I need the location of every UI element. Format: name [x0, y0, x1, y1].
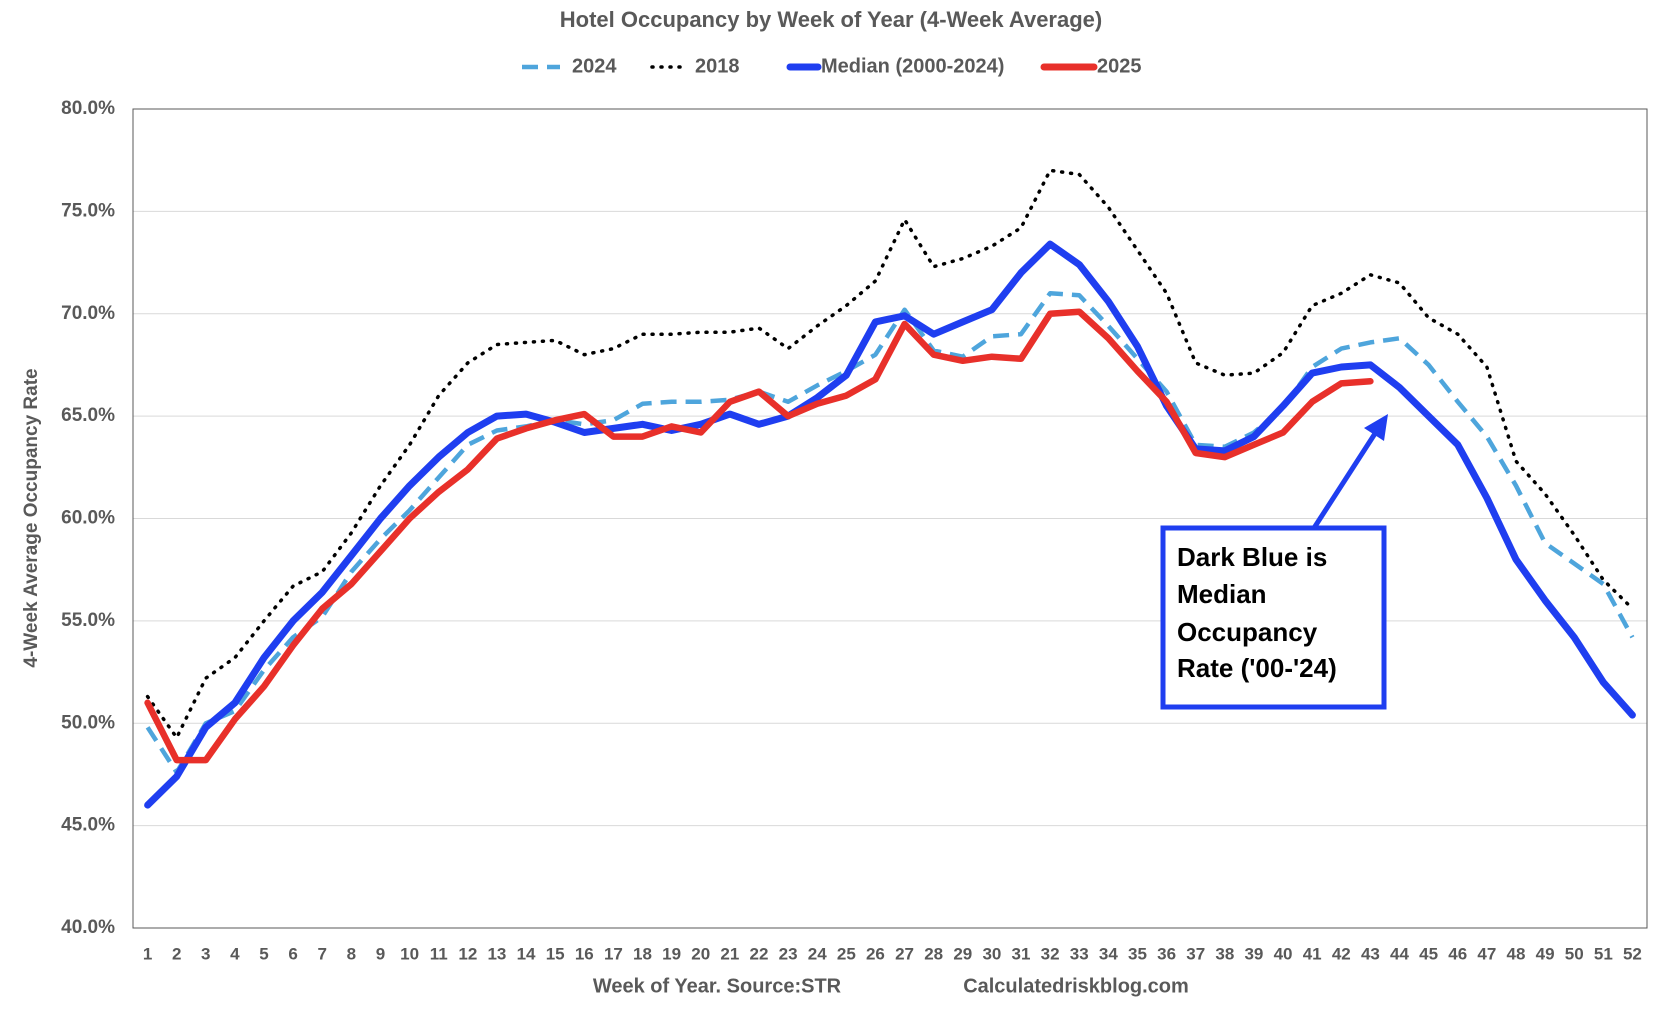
series-line — [144, 240, 1636, 809]
series-line — [145, 168, 1635, 740]
legend-label: 2024 — [572, 55, 617, 77]
x-tick-label: 19 — [662, 944, 681, 963]
y-tick-label: 65.0% — [61, 405, 115, 426]
arrow-shaft — [1311, 430, 1379, 530]
annotation-box — [1160, 525, 1387, 710]
x-tick-label: 30 — [982, 944, 1001, 963]
x-tick-label: 41 — [1303, 944, 1322, 963]
x-tick-label: 9 — [376, 944, 385, 963]
x-tick-label: 21 — [720, 944, 739, 963]
series-line — [144, 308, 1374, 764]
lines — [144, 168, 1636, 809]
x-tick-label: 45 — [1419, 944, 1438, 963]
x-tick-label: 44 — [1390, 944, 1409, 963]
x-tick-label: 42 — [1332, 944, 1351, 963]
grid: 40.0% 45.0% 50.0% 55.0% 60.0% 65.0% 70.0% 75.0%… — [61, 98, 1648, 963]
x-tick-label: 2 — [172, 944, 181, 963]
x-tick-label: 18 — [633, 944, 652, 963]
x-tick-label: 40 — [1274, 944, 1293, 963]
chart-title: Hotel Occupancy by Week of Year (4-Week … — [560, 7, 1102, 32]
x-tick-label: 50 — [1565, 944, 1584, 963]
x-tick-label: 16 — [575, 944, 594, 963]
y-axis-label: 4-Week Average Occupancy Rate — [21, 368, 42, 667]
x-tick-label: 33 — [1070, 944, 1089, 963]
x-tick-label: 24 — [808, 944, 827, 963]
annotation-text: Occupancy — [1177, 617, 1318, 647]
x-tick-label: 52 — [1623, 944, 1642, 963]
x-tick-label: 17 — [604, 944, 623, 963]
annotation-text: Rate ('00-'24) — [1177, 653, 1337, 683]
legend-label: 2025 — [1097, 55, 1142, 77]
x-tick-label: 38 — [1215, 944, 1234, 963]
x-tick-label: 15 — [546, 944, 565, 963]
x-tick-label: 48 — [1507, 944, 1526, 963]
x-tick-label: 5 — [259, 944, 268, 963]
x-tick-label: 26 — [866, 944, 885, 963]
y-tick-label: 80.0% — [61, 98, 115, 119]
x-tick-label: 10 — [400, 944, 419, 963]
x-tick-label: 39 — [1244, 944, 1263, 963]
x-tick-label: 13 — [487, 944, 506, 963]
x-tick-label: 43 — [1361, 944, 1380, 963]
x-tick-label: 46 — [1448, 944, 1467, 963]
legend: 2024 2018 Median (2000-2024) 2025 — [522, 55, 1142, 77]
x-tick-label: 11 — [430, 944, 448, 963]
x-tick-label: 34 — [1099, 944, 1118, 963]
y-tick-label: 70.0% — [61, 303, 115, 324]
y-tick-label: 45.0% — [61, 815, 115, 836]
x-tick-label: 22 — [750, 944, 769, 963]
x-tick-label: 31 — [1012, 944, 1031, 963]
x-tick-label: 47 — [1477, 944, 1496, 963]
x-tick-label: 12 — [458, 944, 477, 963]
x-tick-label: 28 — [924, 944, 943, 963]
x-tick-label: 4 — [230, 944, 240, 963]
x-tick-label: 20 — [691, 944, 710, 963]
x-tick-label: 14 — [517, 944, 536, 963]
y-tick-label: 40.0% — [61, 917, 115, 938]
annotation-text: Dark Blue is — [1177, 542, 1327, 572]
x-tick-label: 23 — [779, 944, 798, 963]
x-tick-label: 35 — [1128, 944, 1147, 963]
x-tick-label: 8 — [347, 944, 356, 963]
plot-border — [132, 108, 1648, 929]
y-tick-label: 60.0% — [61, 508, 115, 529]
x-tick-label: 32 — [1041, 944, 1060, 963]
annotation-text: Median — [1177, 579, 1267, 609]
y-tick-label: 55.0% — [61, 610, 115, 631]
x-tick-label: 25 — [837, 944, 856, 963]
legend-label: 2018 — [695, 55, 740, 77]
x-tick-label: 49 — [1536, 944, 1555, 963]
x-tick-label: 37 — [1186, 944, 1205, 963]
source-note: Calculatedriskblog.com — [963, 975, 1189, 997]
x-tick-label: 29 — [953, 944, 972, 963]
arrow-head — [1364, 414, 1388, 441]
x-tick-label: 3 — [201, 944, 210, 963]
series-line — [145, 291, 1635, 775]
legend-label: Median (2000-2024) — [821, 55, 1004, 77]
x-tick-label: 51 — [1594, 944, 1613, 963]
x-tick-label: 1 — [143, 944, 152, 963]
x-tick-label: 6 — [288, 944, 297, 963]
y-tick-label: 75.0% — [61, 200, 115, 221]
x-tick-label: 7 — [318, 944, 327, 963]
annotation: Dark Blue is Median Occupancy Rate ('00-… — [1160, 414, 1388, 710]
x-tick-label: 27 — [895, 944, 914, 963]
x-tick-label: 36 — [1157, 944, 1176, 963]
x-axis-label: Week of Year. Source:STR — [593, 975, 842, 997]
y-tick-label: 50.0% — [61, 712, 115, 733]
